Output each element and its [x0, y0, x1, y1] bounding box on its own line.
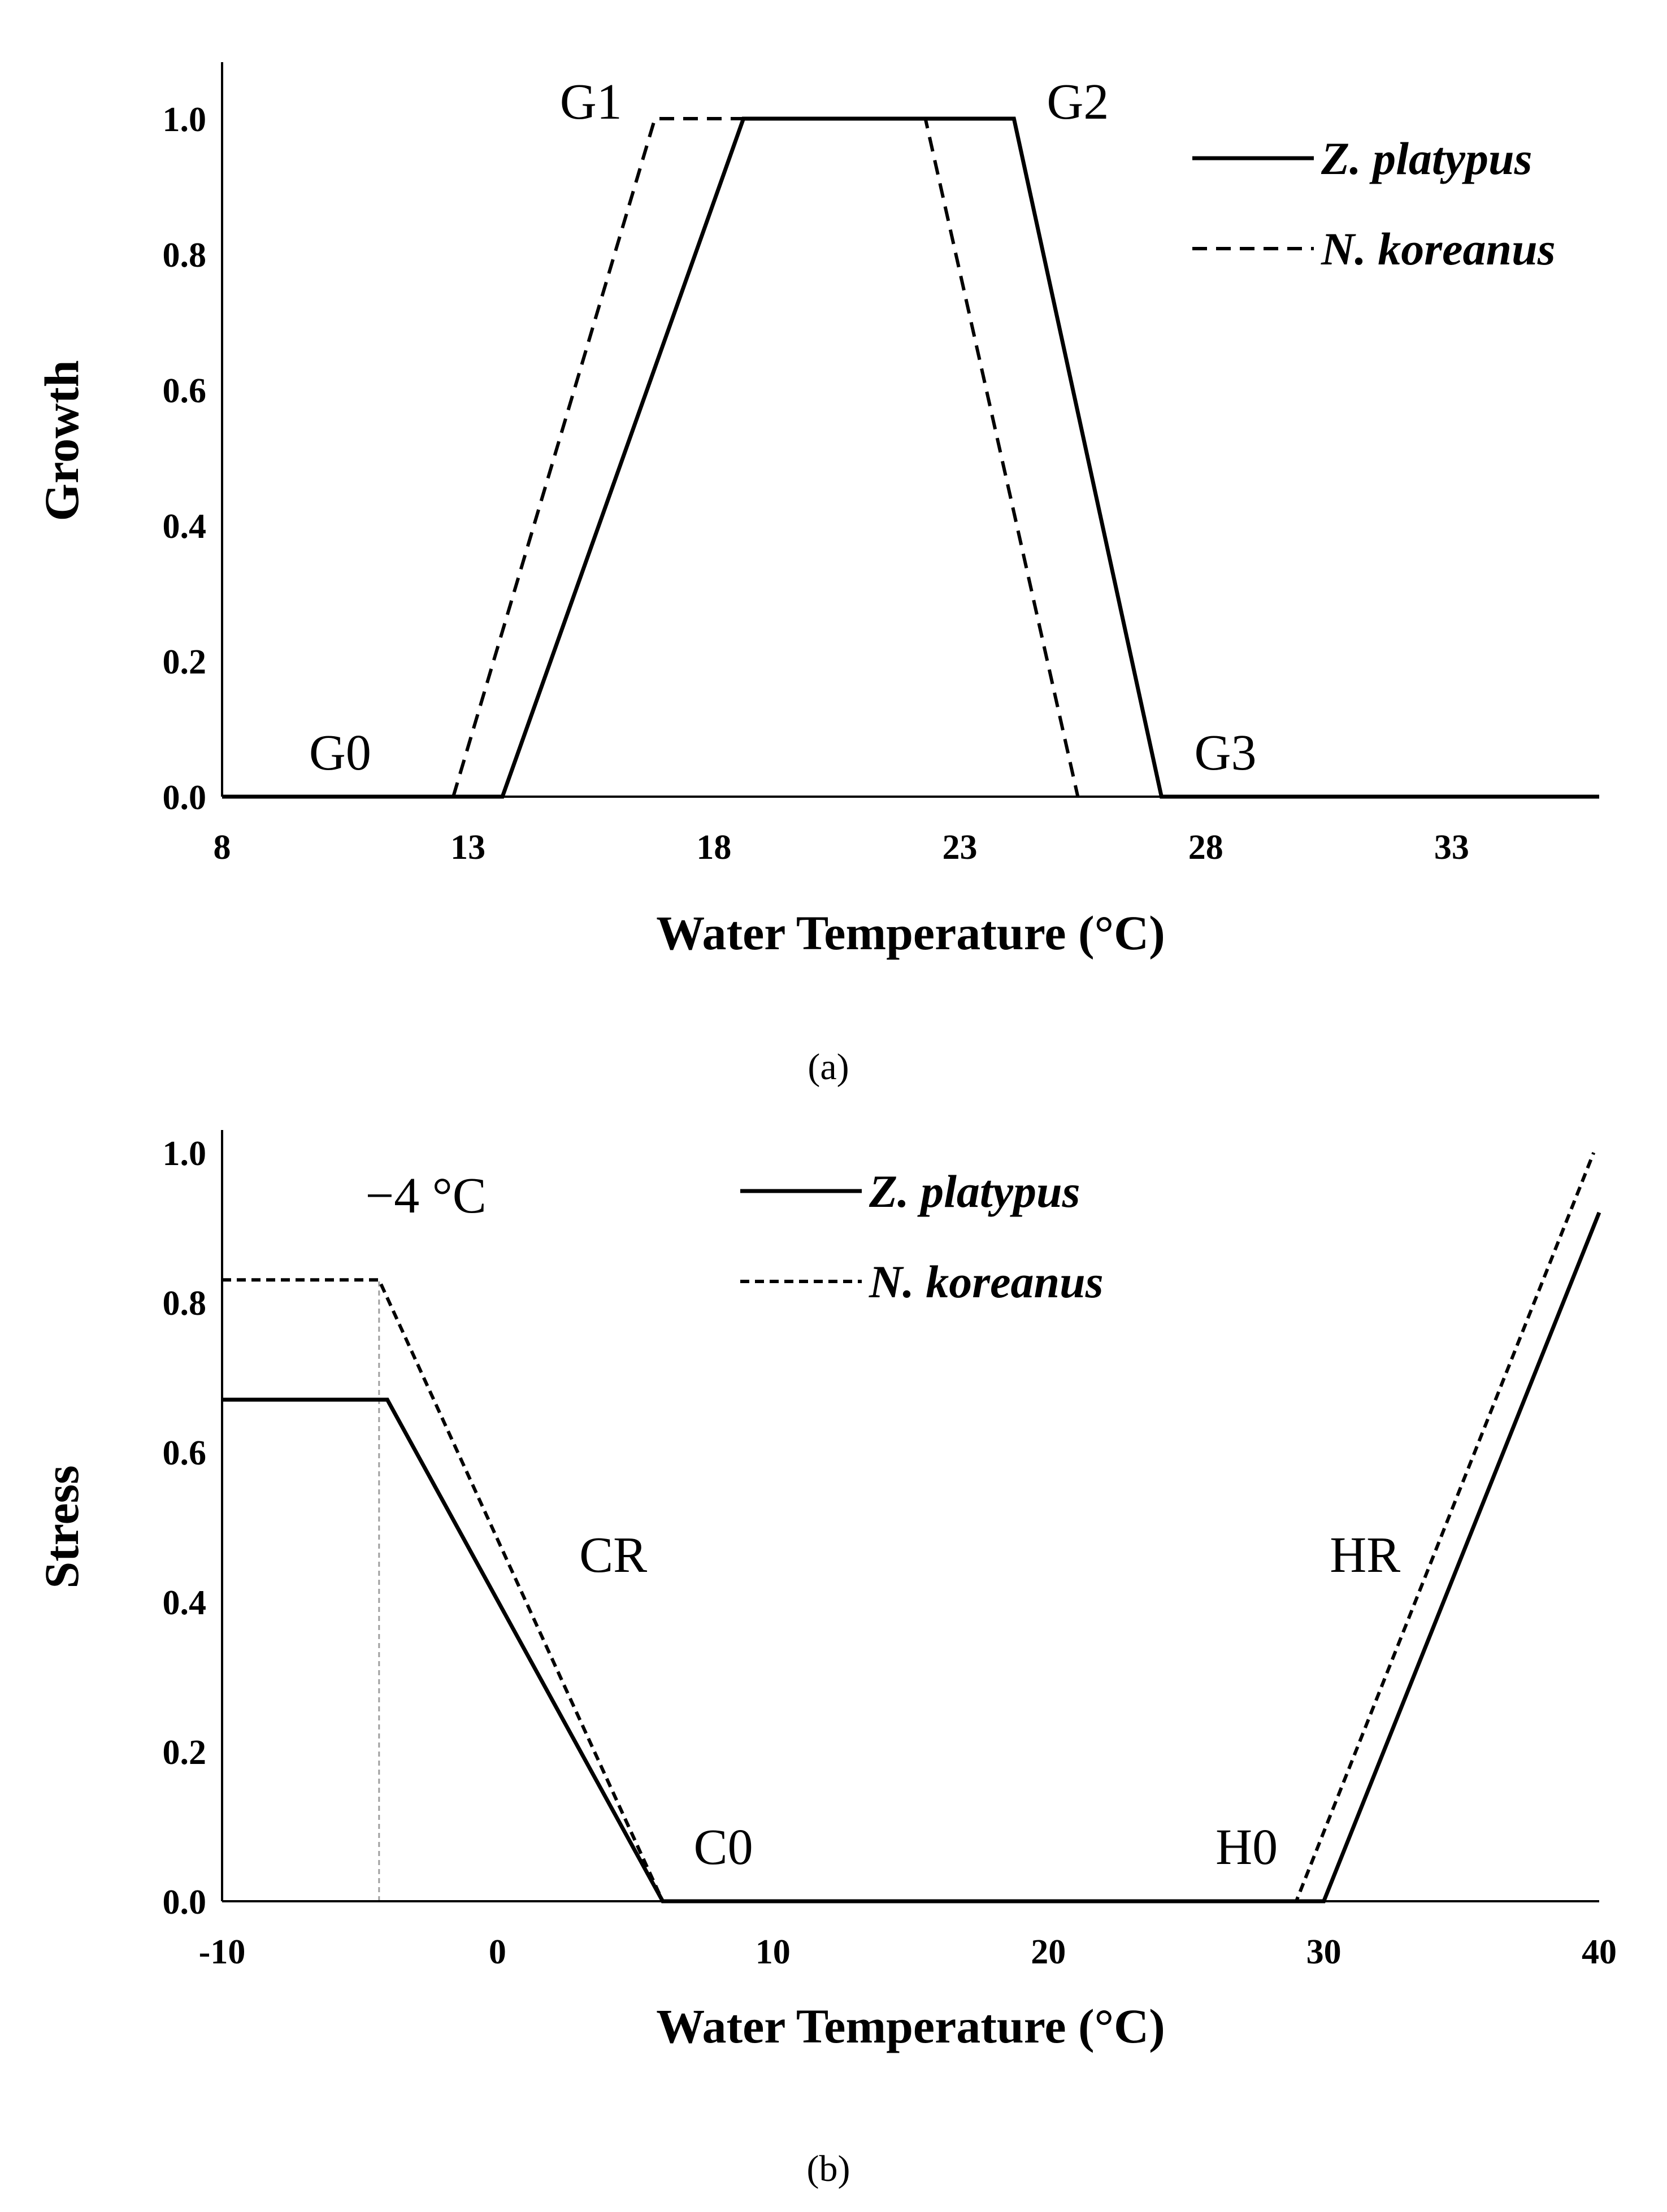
- x-axis-title: Water Temperature (°C): [656, 1999, 1165, 2053]
- chart-growth: 8 13 18 23 28 33 0.0 0.2 0.4 0.6 0.8 1.0 Water Tempe…: [34, 62, 1599, 1088]
- annotation-label: G2: [1047, 74, 1109, 130]
- legend-label: Z. platypus: [869, 1166, 1080, 1217]
- series-line-n-koreanus: [222, 1151, 1596, 1903]
- x-tick-label: 13: [450, 828, 485, 867]
- y-tick-label: 0.0: [163, 779, 207, 817]
- y-tick-label: 0.8: [163, 236, 207, 275]
- y-tick-label: 0.2: [163, 643, 207, 681]
- chart-stress: -10 0 10 20 30 40 0.0 0.2 0.4 0.6 0.8 1.0 Water Temp…: [34, 1130, 1617, 2189]
- x-tick-label: 0: [489, 1933, 506, 1971]
- y-tick-label: 0.6: [163, 372, 207, 410]
- x-tick-label: -10: [199, 1933, 246, 1971]
- caption: (a): [808, 1046, 849, 1088]
- y-axis-title: Growth: [34, 360, 89, 521]
- annotation-label: H0: [1215, 1819, 1278, 1875]
- y-tick-label: 0.4: [163, 1584, 207, 1622]
- annotation-label: G1: [560, 74, 622, 130]
- annotation-label: C0: [694, 1819, 753, 1875]
- annotation-label: G0: [309, 725, 371, 781]
- x-tick-label: 10: [756, 1933, 791, 1971]
- x-tick-label: 23: [943, 828, 978, 867]
- y-axis-title: Stress: [34, 1465, 89, 1588]
- y-tick-label: 0.4: [163, 507, 207, 546]
- x-tick-label: 33: [1434, 828, 1469, 867]
- x-tick-label: 8: [214, 828, 231, 867]
- x-tick-label: 18: [696, 828, 731, 867]
- x-tick-label: 30: [1306, 1933, 1342, 1971]
- x-tick-label: 40: [1582, 1933, 1617, 1971]
- y-tick-label: 0.8: [163, 1284, 207, 1323]
- y-tick-label: 1.0: [163, 1135, 207, 1173]
- y-tick-label: 0.2: [163, 1733, 207, 1772]
- y-tick-label: 1.0: [163, 101, 207, 139]
- annotation-label: CR: [579, 1527, 647, 1583]
- y-tick-label: 0.6: [163, 1434, 207, 1472]
- series-line-z-platypus: [222, 116, 1599, 799]
- annotation-label: HR: [1330, 1527, 1400, 1583]
- series-line-n-koreanus: [452, 117, 1080, 797]
- y-tick-label: 0.0: [163, 1883, 207, 1922]
- legend-label: N. koreanus: [1321, 223, 1556, 275]
- legend-label: N. koreanus: [869, 1256, 1104, 1307]
- caption: (b): [807, 2148, 850, 2189]
- annotation-label: G3: [1195, 725, 1257, 781]
- x-tick-label: 20: [1031, 1933, 1066, 1971]
- legend-label: Z. platypus: [1321, 133, 1533, 184]
- x-tick-label: 28: [1188, 828, 1223, 867]
- x-axis-title: Water Temperature (°C): [656, 906, 1165, 960]
- annotation-label: −4 °C: [366, 1168, 487, 1224]
